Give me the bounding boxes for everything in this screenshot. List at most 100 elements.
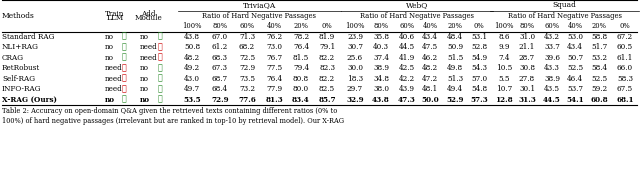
Text: 47.2: 47.2 xyxy=(422,75,438,83)
Text: 52.5: 52.5 xyxy=(567,64,583,72)
Text: RetRobust: RetRobust xyxy=(2,64,40,72)
Text: 53.7: 53.7 xyxy=(567,85,583,93)
Text: 52.8: 52.8 xyxy=(471,43,487,51)
Text: need: need xyxy=(140,43,157,51)
Text: 0%: 0% xyxy=(474,22,484,30)
Text: 77.9: 77.9 xyxy=(266,85,282,93)
Text: 38.0: 38.0 xyxy=(373,85,389,93)
Text: ✓: ✓ xyxy=(122,43,127,51)
Text: 60.8: 60.8 xyxy=(590,96,608,104)
Text: 67.2: 67.2 xyxy=(617,33,633,41)
Text: 10.5: 10.5 xyxy=(496,64,512,72)
Text: 40.6: 40.6 xyxy=(399,33,415,41)
Text: no: no xyxy=(105,96,115,104)
Text: 37.4: 37.4 xyxy=(373,54,389,62)
Text: ✗: ✗ xyxy=(122,64,127,72)
Text: INFO-RAG: INFO-RAG xyxy=(2,85,42,93)
Text: 82.3: 82.3 xyxy=(319,64,335,72)
Text: 30.7: 30.7 xyxy=(347,43,363,51)
Text: 53.1: 53.1 xyxy=(471,33,487,41)
Text: 48.2: 48.2 xyxy=(184,54,200,62)
Text: 67.3: 67.3 xyxy=(212,64,228,72)
Text: 58.3: 58.3 xyxy=(617,75,633,83)
Text: 52.5: 52.5 xyxy=(591,75,607,83)
Text: 82.2: 82.2 xyxy=(319,54,335,62)
Text: 7.4: 7.4 xyxy=(499,54,509,62)
Text: 76.7: 76.7 xyxy=(266,54,282,62)
Text: 43.3: 43.3 xyxy=(544,64,560,72)
Text: 67.0: 67.0 xyxy=(212,33,228,41)
Text: 60%: 60% xyxy=(545,22,559,30)
Text: 67.5: 67.5 xyxy=(617,85,633,93)
Text: Self-RAG: Self-RAG xyxy=(2,75,35,83)
Text: Module: Module xyxy=(134,14,162,22)
Text: ✓: ✓ xyxy=(122,96,127,104)
Text: 80%: 80% xyxy=(373,22,388,30)
Text: 38.9: 38.9 xyxy=(373,64,389,72)
Text: 61.1: 61.1 xyxy=(617,54,633,62)
Text: 54.9: 54.9 xyxy=(471,54,487,62)
Text: need: need xyxy=(105,75,123,83)
Text: 38.9: 38.9 xyxy=(544,75,560,83)
Text: 78.2: 78.2 xyxy=(293,33,309,41)
Text: 60%: 60% xyxy=(239,22,255,30)
Text: no: no xyxy=(140,75,149,83)
Text: 50.9: 50.9 xyxy=(447,43,463,51)
Text: 34.8: 34.8 xyxy=(373,75,389,83)
Text: 43.4: 43.4 xyxy=(567,43,583,51)
Text: 43.8: 43.8 xyxy=(184,33,200,41)
Text: 73.0: 73.0 xyxy=(266,43,282,51)
Text: TriviaQA: TriviaQA xyxy=(243,1,276,9)
Text: WebQ: WebQ xyxy=(406,1,428,9)
Text: 30.0: 30.0 xyxy=(347,64,363,72)
Text: 5.5: 5.5 xyxy=(499,75,509,83)
Text: Standard RAG: Standard RAG xyxy=(2,33,54,41)
Text: ✓: ✓ xyxy=(158,96,163,104)
Text: 73.2: 73.2 xyxy=(239,85,255,93)
Text: 48.2: 48.2 xyxy=(422,64,438,72)
Text: NLI+RAG: NLI+RAG xyxy=(2,43,39,51)
Text: X-RAG (Ours): X-RAG (Ours) xyxy=(2,96,57,104)
Text: 47.5: 47.5 xyxy=(422,43,438,51)
Text: 77.5: 77.5 xyxy=(266,64,282,72)
Text: no: no xyxy=(105,43,114,51)
Text: 43.0: 43.0 xyxy=(184,75,200,83)
Text: 51.3: 51.3 xyxy=(447,75,463,83)
Text: 40.3: 40.3 xyxy=(373,43,389,51)
Text: 28.7: 28.7 xyxy=(519,54,535,62)
Text: 77.6: 77.6 xyxy=(238,96,256,104)
Text: 44.5: 44.5 xyxy=(399,43,415,51)
Text: no: no xyxy=(140,64,149,72)
Text: 72.9: 72.9 xyxy=(211,96,229,104)
Text: 47.3: 47.3 xyxy=(398,96,416,104)
Text: 23.9: 23.9 xyxy=(347,33,363,41)
Text: 57.0: 57.0 xyxy=(471,75,487,83)
Text: ✓: ✓ xyxy=(158,85,163,93)
Text: 100%: 100% xyxy=(182,22,202,30)
Text: 42.5: 42.5 xyxy=(399,64,415,72)
Text: no: no xyxy=(140,96,150,104)
Text: ✗: ✗ xyxy=(122,75,127,83)
Text: 49.4: 49.4 xyxy=(447,85,463,93)
Text: no: no xyxy=(105,33,114,41)
Text: 40%: 40% xyxy=(422,22,438,30)
Text: 54.3: 54.3 xyxy=(471,64,487,72)
Text: 80%: 80% xyxy=(212,22,228,30)
Text: 44.5: 44.5 xyxy=(543,96,561,104)
Text: 54.1: 54.1 xyxy=(566,96,584,104)
Text: 80.0: 80.0 xyxy=(293,85,309,93)
Text: 21.1: 21.1 xyxy=(519,43,535,51)
Text: 50.8: 50.8 xyxy=(184,43,200,51)
Text: ✓: ✓ xyxy=(122,54,127,62)
Text: 66.0: 66.0 xyxy=(617,64,633,72)
Text: Squad: Squad xyxy=(552,1,577,9)
Text: 68.3: 68.3 xyxy=(212,54,228,62)
Text: 72.5: 72.5 xyxy=(239,54,255,62)
Text: no: no xyxy=(105,54,114,62)
Text: 31.0: 31.0 xyxy=(519,33,535,41)
Text: 49.2: 49.2 xyxy=(184,64,200,72)
Text: 29.7: 29.7 xyxy=(347,85,363,93)
Text: 100%: 100% xyxy=(494,22,514,30)
Text: 58.4: 58.4 xyxy=(591,64,607,72)
Text: 71.3: 71.3 xyxy=(239,33,255,41)
